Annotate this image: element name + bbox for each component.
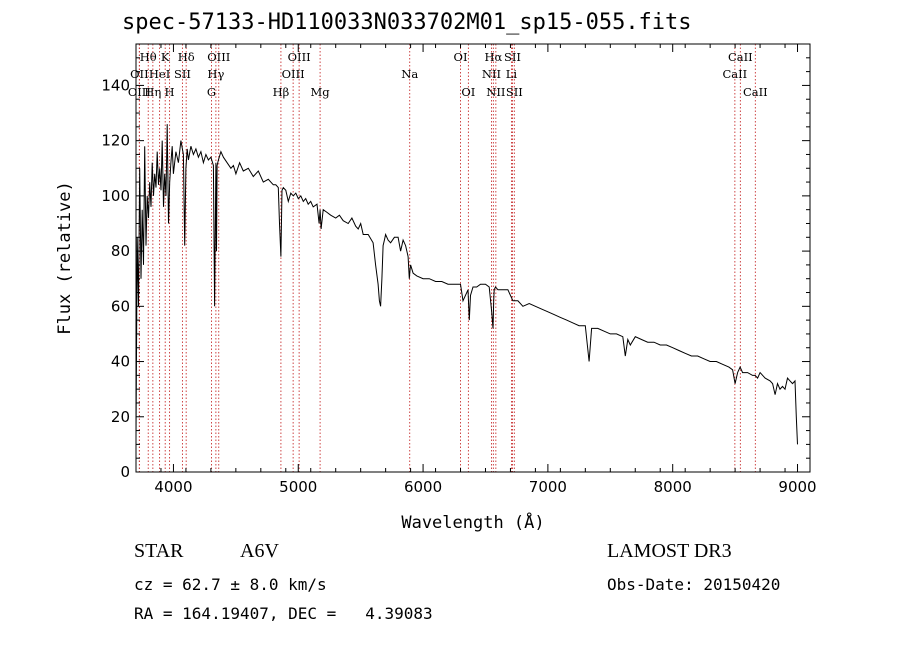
x-tick-label: 8000 [654, 478, 692, 496]
x-tick-label: 5000 [279, 478, 317, 496]
emission-line-label: HeI [149, 67, 170, 81]
coordinates: RA = 164.19407, DEC = 4.39083 [134, 604, 433, 623]
emission-line-label: Hη [144, 85, 161, 99]
y-tick-label: 0 [120, 463, 130, 481]
emission-line-label: OIII [288, 50, 311, 64]
chart-title: spec-57133-HD110033N033702M01_sp15-055.f… [122, 10, 692, 35]
object-subclass: A6V [240, 540, 279, 562]
emission-line-label: OII [130, 67, 149, 81]
emission-line-label: Hβ [273, 85, 290, 99]
emission-line-label: H [165, 85, 175, 99]
emission-line-label: K [161, 50, 170, 64]
y-tick-label: 60 [111, 297, 130, 315]
x-tick-label: 7000 [529, 478, 567, 496]
y-tick-label: 140 [101, 76, 130, 94]
spectrum-series-line [135, 124, 798, 445]
y-tick-label: 100 [101, 187, 130, 205]
emission-line-label: Hδ [178, 50, 195, 64]
y-axis-label: Flux (relative) [55, 181, 75, 335]
x-axis-label: Wavelength (Å) [401, 511, 544, 533]
x-tick-label: 4000 [154, 478, 192, 496]
y-tick-label: 80 [111, 242, 130, 260]
y-tick-label: 20 [111, 408, 130, 426]
emission-line-label: Mg [311, 85, 331, 99]
emission-line-label: OIII [207, 50, 230, 64]
axis-ticks: 4000 5000 6000 7000 8000 9000 0 20 40 60 80 100 120 1… [101, 44, 817, 496]
emission-line-label: SII [504, 50, 521, 64]
emission-line-markers [138, 44, 756, 472]
emission-line-label: OI [454, 50, 468, 64]
emission-line-labels: Hθ OII OIII K HeI Hη SII H Hδ OIII Hγ G OIII OIII Hβ Mg… [128, 50, 768, 99]
emission-line-label: CaII [728, 50, 753, 64]
emission-line-label: CaII [722, 67, 747, 81]
y-tick-label: 40 [111, 353, 130, 371]
emission-line-label: Hθ [140, 50, 157, 64]
emission-line-label: OIII [128, 85, 151, 99]
emission-line-label: Na [401, 67, 418, 81]
emission-line-label: NII [482, 67, 501, 81]
emission-line-label: CaII [743, 85, 768, 99]
object-type: STAR [134, 540, 184, 562]
observation-date: Obs-Date: 20150420 [607, 575, 781, 594]
emission-line-label: SII [506, 85, 523, 99]
emission-line-label: OI [461, 85, 475, 99]
emission-line-label: NII [486, 85, 505, 99]
survey-name: LAMOST DR3 [607, 540, 732, 562]
x-tick-label: 6000 [404, 478, 442, 496]
redshift-value: cz = 62.7 ± 8.0 km/s [134, 575, 327, 594]
plot-frame [135, 43, 811, 473]
emission-line-label: SII [174, 67, 191, 81]
emission-line-label: OIII [282, 67, 305, 81]
emission-line-label: Hγ [207, 67, 224, 81]
x-tick-label: 9000 [778, 478, 816, 496]
y-tick-label: 120 [101, 132, 130, 150]
spectrum-plot: Hθ OII OIII K HeI Hη SII H Hδ OIII Hγ G OIII OIII Hβ Mg… [55, 43, 817, 533]
emission-line-label: Hα [484, 50, 502, 64]
emission-line-label: Li [506, 67, 518, 81]
emission-line-label: G [207, 85, 216, 99]
